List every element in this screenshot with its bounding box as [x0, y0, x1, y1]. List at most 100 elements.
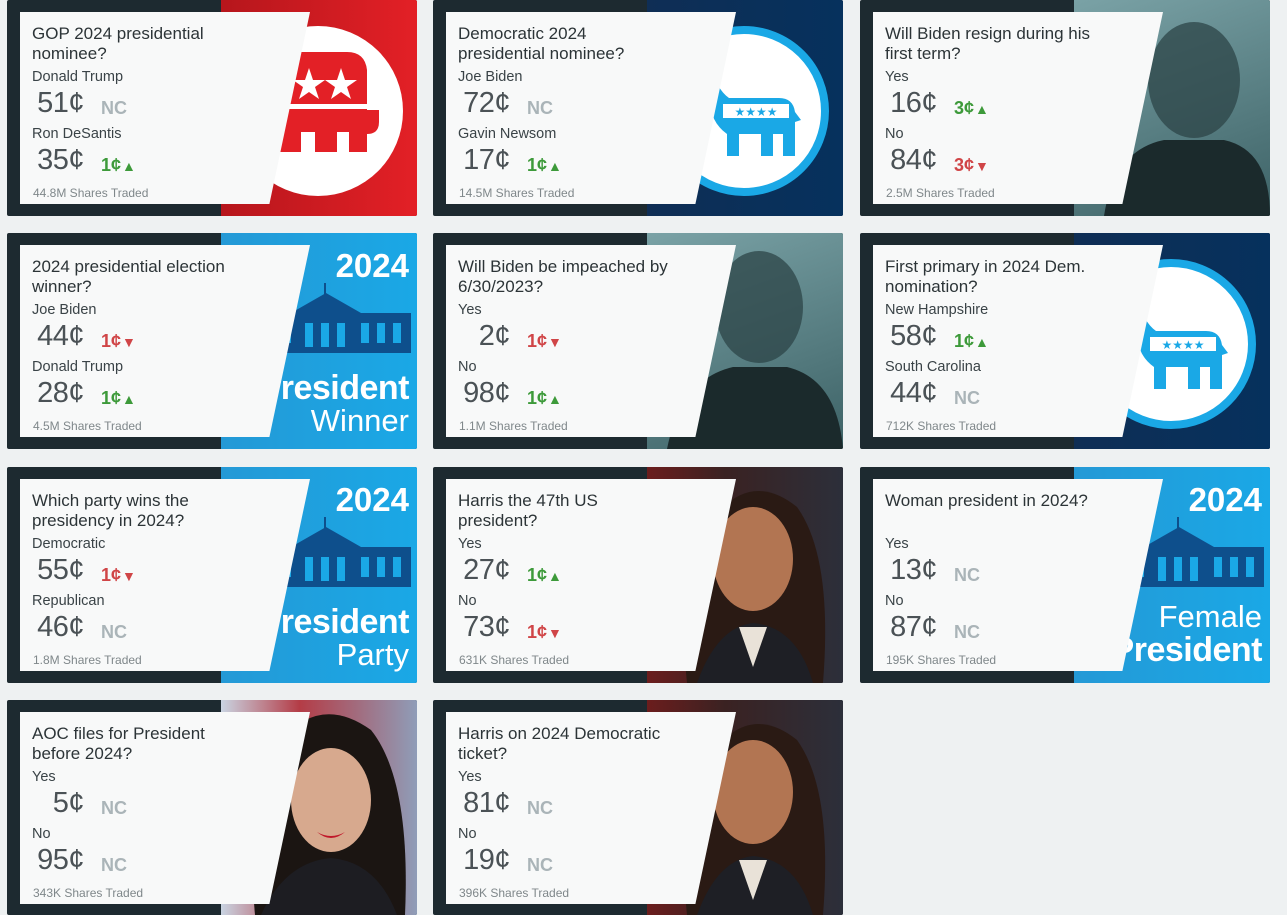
banner-year: 2024	[335, 481, 409, 518]
outcome-1-name: Donald Trump	[32, 69, 124, 85]
arrow-up-icon: ▲	[548, 158, 562, 174]
outcome-2-price[interactable]: 35¢	[37, 144, 84, 176]
outcome-1-price[interactable]: 44¢	[37, 320, 84, 352]
outcome-2-price[interactable]: 87¢	[890, 611, 937, 643]
outcome-1-price[interactable]: 55¢	[37, 554, 84, 586]
outcome-1-name: Joe Biden	[458, 69, 523, 85]
outcome-2-change: 1¢▲	[527, 388, 562, 408]
outcome-2-price[interactable]: 28¢	[37, 377, 84, 409]
arrow-up-icon: ▲	[122, 158, 136, 174]
shares-traded: 2.5M Shares Traded	[886, 186, 995, 200]
outcome-1-price[interactable]: 58¢	[890, 320, 937, 352]
outcome-2-price[interactable]: 98¢	[463, 377, 510, 409]
market-card[interactable]: AOC files for President before 2024? Yes…	[7, 700, 417, 915]
outcome-2-price[interactable]: 17¢	[463, 144, 510, 176]
outcome-2-price[interactable]: 95¢	[37, 844, 84, 876]
market-card[interactable]: GOP 2024 presidential nominee? Donald Tr…	[7, 0, 417, 216]
market-title: Democratic 2024 presidential nominee?	[458, 24, 625, 63]
market-panel: Harris on 2024 Democratic ticket? Yes 81…	[446, 712, 736, 904]
shares-traded: 631K Shares Traded	[459, 653, 570, 667]
outcome-2-change: NC	[954, 622, 980, 642]
outcome-1-price[interactable]: 51¢	[37, 87, 84, 119]
market-title: Will Biden resign during his first term?	[885, 24, 1091, 63]
shares-traded: 195K Shares Traded	[886, 653, 997, 667]
market-panel: Will Biden be impeached by 6/30/2023? Ye…	[446, 245, 736, 437]
arrow-down-icon: ▼	[122, 334, 136, 350]
outcome-2-name: No	[458, 359, 477, 375]
outcome-1-name: New Hampshire	[885, 302, 989, 318]
outcome-1-price[interactable]: 5¢	[52, 787, 85, 819]
outcome-1-name: Yes	[458, 769, 482, 785]
outcome-2-name: Gavin Newsom	[458, 126, 557, 142]
outcome-1-change: 1¢▲	[527, 565, 562, 585]
market-title: 2024 presidential election winner?	[32, 257, 225, 296]
outcome-1-change: NC	[101, 98, 127, 118]
arrow-down-icon: ▼	[548, 625, 562, 641]
outcome-1-price[interactable]: 27¢	[463, 554, 510, 586]
shares-traded: 4.5M Shares Traded	[33, 419, 142, 433]
banner-line-1: President	[258, 369, 410, 407]
outcome-1-name: Yes	[32, 769, 56, 785]
market-card[interactable]: ★★★★ Democratic 2024 presidential nomine…	[433, 0, 843, 216]
outcome-1-change: 1¢▼	[527, 331, 562, 351]
outcome-1-change: NC	[527, 798, 553, 818]
outcome-2-name: No	[458, 593, 477, 609]
outcome-1-price[interactable]: 81¢	[463, 787, 510, 819]
outcome-1-change: 1¢▼	[101, 565, 136, 585]
market-panel: GOP 2024 presidential nominee? Donald Tr…	[20, 12, 310, 204]
market-panel: Which party wins the presidency in 2024?…	[20, 479, 310, 671]
market-card[interactable]: 2024 President Winner 2024 presidential …	[7, 233, 417, 449]
outcome-1-price[interactable]: 16¢	[890, 87, 937, 119]
arrow-down-icon: ▼	[122, 568, 136, 584]
outcome-2-change: NC	[527, 855, 553, 875]
market-card[interactable]: Will Biden resign during his first term?…	[860, 0, 1270, 216]
arrow-down-icon: ▼	[975, 158, 989, 174]
outcome-1-name: Yes	[885, 536, 909, 552]
market-card[interactable]: 2024 President Party Which party wins th…	[7, 467, 417, 683]
market-title: Which party wins the presidency in 2024?	[32, 491, 189, 530]
market-title: AOC files for President before 2024?	[32, 724, 205, 763]
outcome-2-name: No	[458, 826, 477, 842]
outcome-2-price[interactable]: 46¢	[37, 611, 84, 643]
arrow-up-icon: ▲	[548, 568, 562, 584]
market-title: First primary in 2024 Dem. nomination?	[885, 257, 1086, 296]
outcome-2-change: NC	[954, 388, 980, 408]
market-title: Will Biden be impeached by 6/30/2023?	[458, 257, 668, 296]
banner-line-2: Winner	[310, 403, 409, 438]
market-panel: Will Biden resign during his first term?…	[873, 12, 1163, 204]
outcome-2-name: No	[32, 826, 51, 842]
market-panel: Woman president in 2024? Yes 13¢ NC No 8…	[873, 479, 1163, 671]
outcome-2-name: No	[885, 593, 904, 609]
outcome-2-change: NC	[101, 855, 127, 875]
outcome-2-name: No	[885, 126, 904, 142]
outcome-1-change: NC	[527, 98, 553, 118]
outcome-2-price[interactable]: 73¢	[463, 611, 510, 643]
outcome-1-price[interactable]: 2¢	[478, 320, 511, 352]
outcome-1-price[interactable]: 72¢	[463, 87, 510, 119]
market-panel: Harris the 47th US president? Yes 27¢ 1¢…	[446, 479, 736, 671]
outcome-2-change: 1¢▲	[101, 155, 136, 175]
market-card[interactable]: Will Biden be impeached by 6/30/2023? Ye…	[433, 233, 843, 449]
outcome-1-name: Democratic	[32, 536, 106, 552]
shares-traded: 44.8M Shares Traded	[33, 186, 149, 200]
outcome-2-price[interactable]: 19¢	[463, 844, 510, 876]
outcome-2-price[interactable]: 44¢	[890, 377, 937, 409]
outcome-1-change: 1¢▼	[101, 331, 136, 351]
market-card[interactable]: ★★★★ First primary in 2024 Dem. nominati…	[860, 233, 1270, 449]
outcome-1-price[interactable]: 13¢	[890, 554, 937, 586]
outcome-2-change: NC	[101, 622, 127, 642]
market-panel: 2024 presidential election winner? Joe B…	[20, 245, 310, 437]
outcome-1-name: Yes	[458, 302, 482, 318]
shares-traded: 1.8M Shares Traded	[33, 653, 142, 667]
svg-text:★★★★: ★★★★	[734, 105, 777, 119]
market-panel: Democratic 2024 presidential nominee? Jo…	[446, 12, 736, 204]
market-card[interactable]: Harris the 47th US president? Yes 27¢ 1¢…	[433, 467, 843, 683]
market-card[interactable]: Harris on 2024 Democratic ticket? Yes 81…	[433, 700, 843, 915]
outcome-2-price[interactable]: 84¢	[890, 144, 937, 176]
outcome-2-name: Ron DeSantis	[32, 126, 122, 142]
banner-line-2: Party	[336, 637, 409, 672]
market-card[interactable]: 2024 Female President Woman president in…	[860, 467, 1270, 683]
outcome-1-change: 3¢▲	[954, 98, 989, 118]
outcome-2-name: Donald Trump	[32, 359, 124, 375]
banner-year: 2024	[1188, 481, 1262, 518]
